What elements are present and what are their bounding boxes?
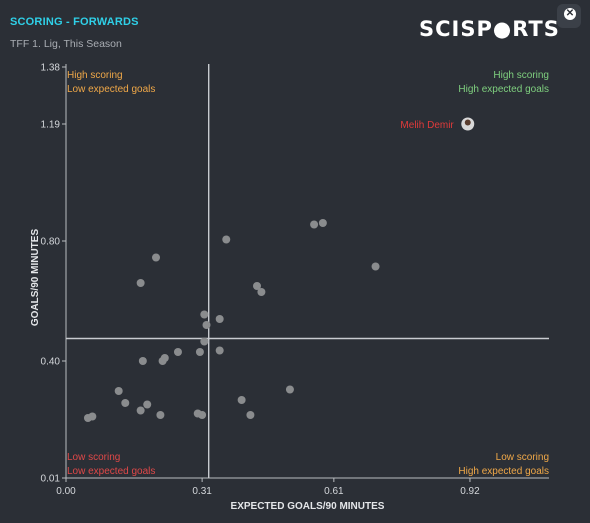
quadrant-top-left-line: High scoring	[67, 70, 123, 81]
data-point	[246, 411, 255, 419]
data-point	[198, 411, 207, 419]
data-point	[257, 288, 266, 296]
data-point	[237, 396, 246, 404]
data-point	[200, 310, 209, 319]
data-point	[121, 399, 130, 407]
chart-title: SCORING - FORWARDS	[10, 16, 139, 28]
data-point	[202, 321, 211, 329]
data-point	[173, 348, 182, 356]
chart-subtitle: TFF 1. Lig, This Season	[10, 38, 122, 50]
data-point	[285, 385, 294, 394]
quadrant-bottom-left-line: Low expected goals	[67, 466, 155, 477]
x-tick-label: 0.92	[460, 486, 480, 497]
quadrant-top-right-line: High scoring	[493, 70, 549, 81]
data-point	[318, 219, 327, 227]
x-tick-label: 0.31	[192, 486, 212, 497]
x-tick-label: 0.00	[56, 486, 76, 497]
data-point	[195, 348, 204, 356]
quadrant-bottom-left-line: Low scoring	[67, 452, 120, 463]
y-tick-label: 1.19	[41, 120, 61, 131]
data-point	[253, 282, 262, 290]
quadrant-bottom-right-line: Low scoring	[496, 452, 549, 463]
data-point	[143, 400, 152, 409]
data-point	[371, 262, 380, 271]
x-axis-label: EXPECTED GOALS/90 MINUTES	[231, 501, 385, 512]
x-tick-label: 0.61	[324, 486, 344, 497]
brand-logo: SCISP●RTS	[419, 17, 560, 41]
data-point	[152, 253, 161, 262]
highlight-label: Melih Demir	[400, 120, 454, 131]
data-point	[215, 346, 224, 355]
data-point	[136, 406, 145, 415]
close-icon[interactable]: ✕	[564, 8, 576, 20]
y-axis-label: GOALS/90 MINUTES	[30, 229, 41, 327]
data-point	[310, 220, 319, 229]
y-tick-label: 0.80	[41, 237, 61, 248]
data-point	[222, 235, 231, 244]
data-point	[136, 279, 145, 287]
data-point	[160, 354, 169, 362]
data-point	[114, 387, 123, 395]
y-tick-label: 0.40	[41, 357, 61, 368]
data-point	[215, 315, 224, 323]
y-tick-label: 1.38	[41, 63, 61, 74]
quadrant-top-right-line: High expected goals	[458, 84, 549, 95]
data-point	[156, 411, 165, 419]
data-point	[88, 412, 97, 421]
quadrant-top-left-line: Low expected goals	[67, 84, 155, 95]
quadrant-bottom-right-line: High expected goals	[458, 466, 549, 477]
y-tick-label: 0.01	[41, 474, 61, 485]
data-point	[138, 357, 147, 365]
avatar-face-icon	[464, 119, 471, 126]
data-point	[200, 337, 209, 346]
